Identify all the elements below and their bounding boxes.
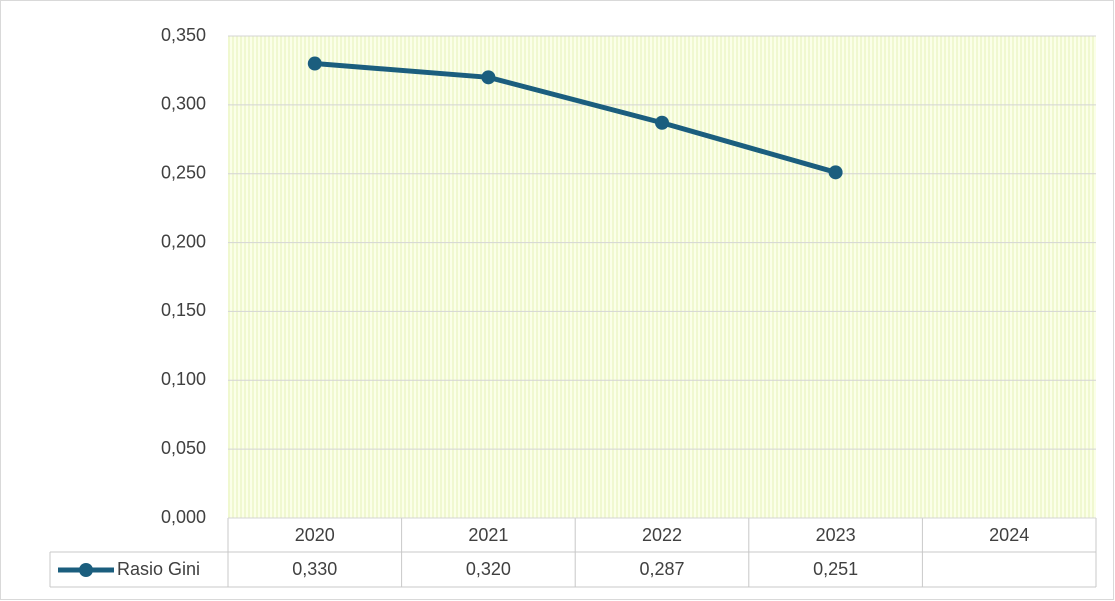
data-table [49, 517, 1097, 588]
x-tick-label: 2022 [642, 525, 682, 545]
y-tick-label: 0,200 [161, 231, 206, 251]
x-tick-label: 2023 [816, 525, 856, 545]
point-marker [307, 56, 322, 71]
legend-label: Rasio Gini [117, 559, 200, 579]
point-marker [481, 70, 496, 85]
y-tick-label: 0,250 [161, 162, 206, 182]
y-tick-label: 0,300 [161, 94, 206, 114]
y-tick-label: 0,000 [161, 507, 206, 527]
legend-marker [79, 563, 93, 577]
table-value: 0,330 [292, 559, 337, 579]
y-tick-label: 0,100 [161, 369, 206, 389]
x-tick-label: 2021 [468, 525, 508, 545]
x-tick-label: 2024 [989, 525, 1029, 545]
plot-area [228, 36, 1096, 518]
table-value: 0,251 [813, 559, 858, 579]
table-value: 0,287 [639, 559, 684, 579]
table-value: 0,320 [466, 559, 511, 579]
y-tick-label: 0,050 [161, 438, 206, 458]
point-marker [828, 165, 843, 180]
x-tick-label: 2020 [295, 525, 335, 545]
y-tick-label: 0,350 [161, 25, 206, 45]
y-tick-label: 0,150 [161, 300, 206, 320]
point-marker [655, 115, 669, 130]
series-line [314, 61, 837, 175]
